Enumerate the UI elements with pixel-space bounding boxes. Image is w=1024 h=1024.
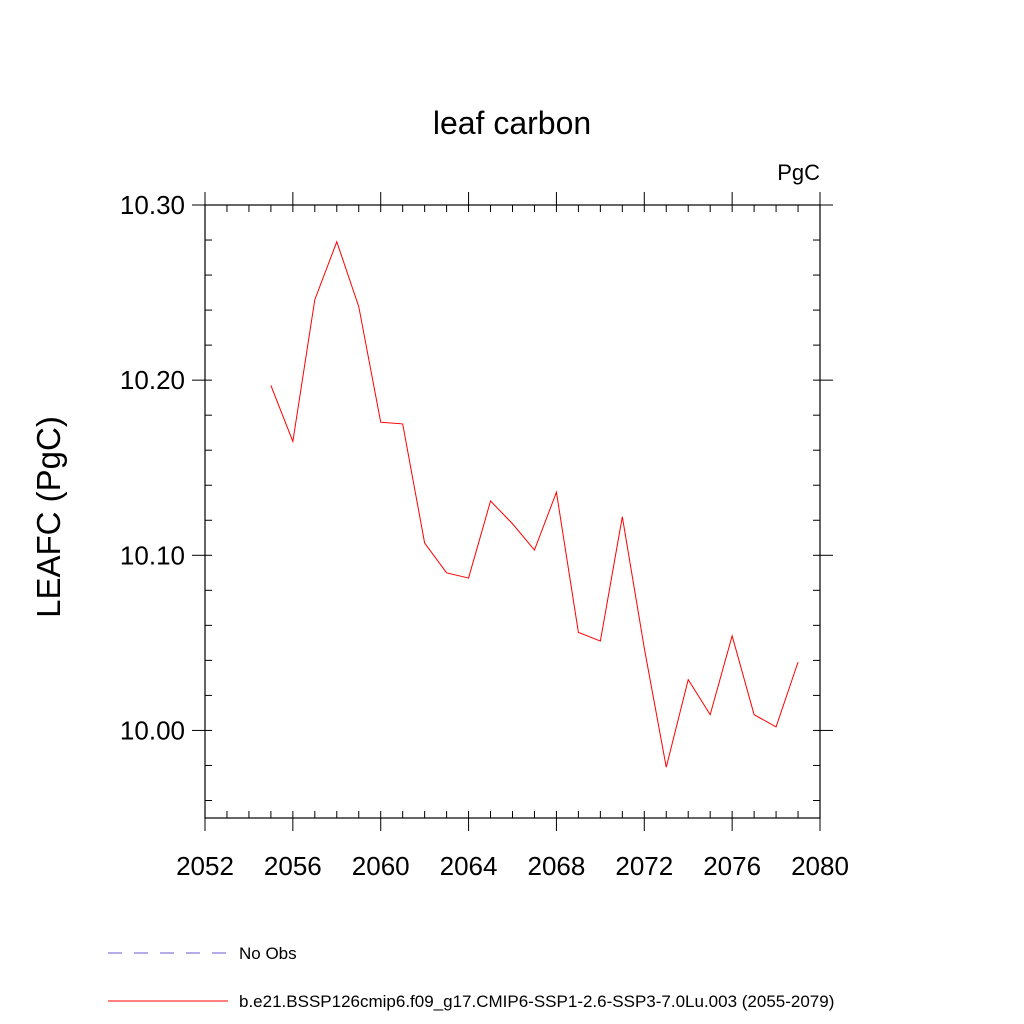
x-tick-label: 2068 — [528, 851, 586, 881]
series-line — [270, 240, 799, 768]
plot-frame — [204, 204, 821, 819]
y-axis-label: LEAFC (PgC) — [30, 416, 67, 618]
x-tick-label: 2076 — [703, 851, 761, 881]
units-label: PgC — [777, 160, 820, 185]
y-tick-label: 10.30 — [120, 190, 185, 220]
plot-axes — [204, 204, 821, 819]
x-tick-label: 2056 — [264, 851, 322, 881]
x-tick-label: 2052 — [176, 851, 234, 881]
x-tick-label: 2072 — [615, 851, 673, 881]
legend: No Obs b.e21.BSSP126cmip6.f09_g17.CMIP6-S… — [108, 944, 834, 1011]
x-tick-label: 2060 — [352, 851, 410, 881]
x-tick-label: 2080 — [791, 851, 849, 881]
y-tick-label: 10.20 — [120, 365, 185, 395]
legend-label: No Obs — [239, 944, 297, 963]
axis-ticks: 10.00 10.10 10.20 10.30 2052 2056 2060 2064 2068… — [120, 190, 849, 881]
chart-title: leaf carbon — [433, 105, 591, 141]
legend-label: b.e21.BSSP126cmip6.f09_g17.CMIP6-SSP1-2.… — [239, 992, 834, 1011]
x-tick-label: 2064 — [440, 851, 498, 881]
y-tick-label: 10.00 — [120, 715, 185, 745]
data-series — [270, 240, 799, 768]
y-tick-label: 10.10 — [120, 540, 185, 570]
